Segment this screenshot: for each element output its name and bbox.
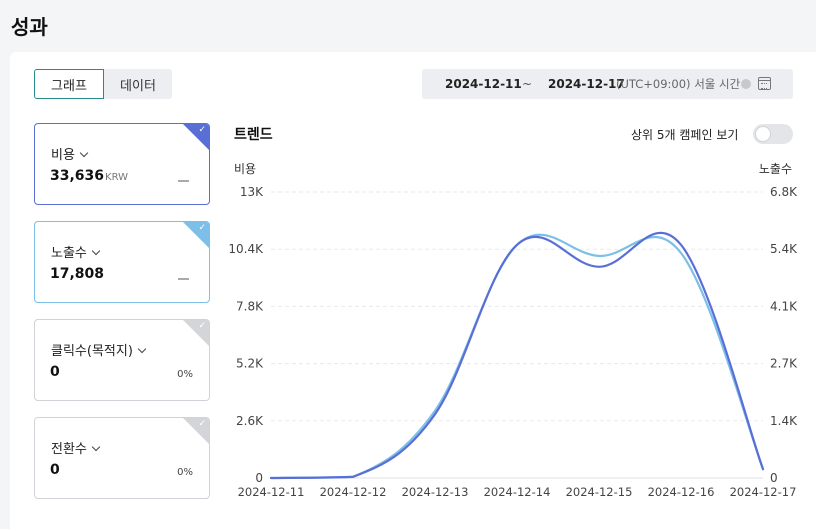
y-tick-label-left: 7.8K <box>236 299 264 313</box>
y-tick-label-right: 4.1K <box>770 299 798 313</box>
metric-dropdown-impressions[interactable]: 노출수 <box>51 242 101 261</box>
date-range-picker[interactable]: 2024-12-11 ~ 2024-12-17 (UTC+09:00) 서울 시… <box>422 69 793 99</box>
metric-label: 클릭수(목적지) <box>51 344 133 359</box>
metric-card-impressions[interactable]: ✓ 노출수 17,808 <box>34 221 210 303</box>
metric-label: 전환수 <box>51 442 87 457</box>
x-tick-label: 2024-12-16 <box>648 485 715 499</box>
y-tick-label-left: 2.6K <box>236 414 264 428</box>
x-tick-label: 2024-12-12 <box>320 485 387 499</box>
check-corner-icon <box>183 320 209 346</box>
y-axis-right-title: 노출수 <box>758 162 792 176</box>
metric-percent: 0% <box>177 369 193 380</box>
check-corner-icon <box>183 418 209 444</box>
metric-card-cost[interactable]: ✓ 비용 33,636KRW <box>34 123 210 205</box>
data-view-button[interactable]: 데이터 <box>104 69 172 99</box>
metric-card-clicks[interactable]: ✓ 클릭수(목적지) 0 0% <box>34 319 210 401</box>
y-tick-label-left: 5.2K <box>236 357 264 371</box>
y-tick-label-left: 13K <box>240 185 264 199</box>
page-title: 성과 <box>11 15 48 39</box>
performance-panel: 그래프 데이터 2024-12-11 ~ 2024-12-17 (UTC+09:… <box>10 52 816 529</box>
calendar-icon[interactable] <box>758 77 771 90</box>
view-toggle: 그래프 데이터 <box>34 69 172 99</box>
x-tick-label: 2024-12-13 <box>402 485 469 499</box>
date-range-end: 2024-12-17 <box>548 77 625 91</box>
check-icon: ✓ <box>198 419 206 429</box>
y-tick-label-right: 5.4K <box>770 242 798 256</box>
metric-dropdown-clicks[interactable]: 클릭수(목적지) <box>51 340 147 359</box>
check-corner-icon <box>183 124 209 150</box>
x-tick-label: 2024-12-14 <box>484 485 551 499</box>
metric-value: 17,808 <box>50 266 105 282</box>
metric-value: 33,636 <box>50 168 105 184</box>
metric-dropdown-cost[interactable]: 비용 <box>51 144 89 163</box>
top5-campaigns-toggle[interactable] <box>753 124 793 144</box>
date-range-start: 2024-12-11 <box>445 77 522 91</box>
y-tick-label-right: 0 <box>770 471 778 485</box>
metric-value: 0 <box>50 462 60 478</box>
metric-label: 비용 <box>51 148 75 163</box>
check-corner-icon <box>183 222 209 248</box>
y-axis-left-title: 비용 <box>234 162 257 176</box>
series-line-cost <box>269 231 765 480</box>
x-tick-label: 2024-12-11 <box>238 485 305 499</box>
metric-unit: KRW <box>105 172 129 183</box>
timezone-label: (UTC+09:00) 서울 시간 <box>616 77 741 91</box>
metric-card-conversions[interactable]: ✓ 전환수 0 0% <box>34 417 210 499</box>
graph-view-button[interactable]: 그래프 <box>34 69 104 99</box>
date-range-separator: ~ <box>522 77 533 91</box>
metric-value: 0 <box>50 364 60 380</box>
metric-label: 노출수 <box>51 246 87 261</box>
series-line-impressions <box>269 233 765 480</box>
trend-chart: 0 0 2.6K 1.4K 5.2K 2.7K 7.8K 4.1K 10.4K 5.4K 13K 6.… <box>228 185 798 499</box>
metric-percent: 0% <box>177 467 193 478</box>
info-icon[interactable] <box>741 79 751 89</box>
series-line-icon <box>178 278 189 280</box>
y-tick-label-left: 10.4K <box>228 242 264 256</box>
x-tick-label: 2024-12-15 <box>566 485 633 499</box>
y-tick-label-right: 6.8K <box>770 185 798 199</box>
check-icon: ✓ <box>198 125 206 135</box>
top5-campaigns-label: 상위 5개 캠페인 보기 <box>631 128 739 142</box>
series-line-icon <box>178 180 189 182</box>
y-tick-label-right: 2.7K <box>770 357 798 371</box>
x-tick-label: 2024-12-17 <box>730 485 797 499</box>
y-tick-label-left: 0 <box>255 471 263 485</box>
trend-title: 트렌드 <box>234 127 273 143</box>
metric-dropdown-conversions[interactable]: 전환수 <box>51 438 101 457</box>
check-icon: ✓ <box>198 321 206 331</box>
y-tick-label-right: 1.4K <box>770 414 798 428</box>
toggle-knob <box>756 127 770 141</box>
check-icon: ✓ <box>198 223 206 233</box>
